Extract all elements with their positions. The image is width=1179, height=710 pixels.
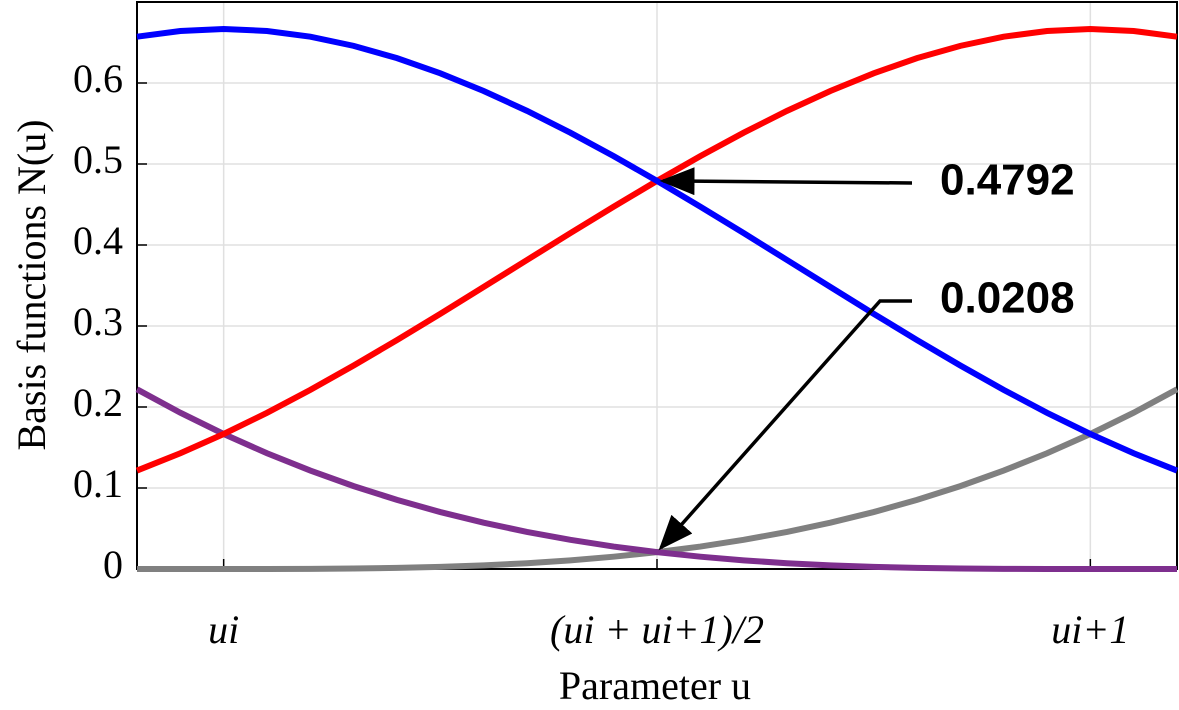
series-line (136, 25, 1179, 474)
annotation-arrow (659, 167, 913, 196)
annotation-arrow (658, 299, 912, 551)
y-tick-label: 0.2 (73, 380, 123, 425)
y-tick-label: 0.3 (73, 299, 123, 344)
y-tick-label: 0.1 (73, 461, 123, 506)
series-line (135, 386, 1177, 572)
x-tick-label: (ui + ui+1)/2 (550, 607, 764, 652)
x-axis-label: Parameter u (559, 663, 751, 708)
y-axis-label: Basis functions N(u) (9, 119, 54, 450)
y-tick-label: 0.5 (73, 137, 123, 182)
annotation: 0.4792 (940, 156, 1075, 205)
annotation: 0.0208 (940, 274, 1075, 323)
y-tick-label: 0 (103, 542, 123, 587)
x-tick-label: ui (208, 607, 239, 652)
x-tick-label: ui+1 (1051, 607, 1129, 652)
y-tick-label: 0.4 (73, 218, 123, 263)
plot-frame (136, 1, 1178, 570)
y-tick-label: 0.6 (73, 56, 123, 101)
